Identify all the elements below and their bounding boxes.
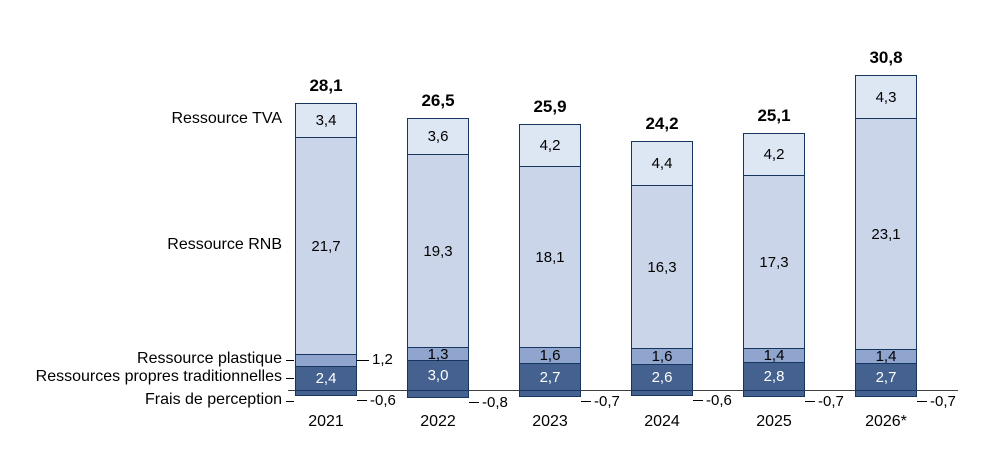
bar-segment-ressources-propres-traditionnelles: 3,0 bbox=[407, 360, 469, 390]
series-label-ressource-rnb: Ressource RNB bbox=[167, 236, 282, 253]
bar-segment-ressource-rnb: 21,7 bbox=[295, 137, 357, 354]
x-axis-label: 2024 bbox=[644, 413, 680, 430]
negative-leader-line bbox=[469, 402, 479, 403]
negative-value-label: -0,6 bbox=[706, 392, 732, 409]
bar-segment-ressource-rnb: 23,1 bbox=[855, 118, 917, 349]
bar-segment-ressource-plastique: 1,4 bbox=[743, 348, 805, 363]
negative-value-label: -0,7 bbox=[818, 393, 844, 410]
bar-total: 24,2 bbox=[645, 114, 679, 133]
bar-segment-ressource-rnb: 18,1 bbox=[519, 166, 581, 347]
negative-leader-line bbox=[357, 400, 367, 401]
bar-total: 28,1 bbox=[309, 76, 343, 95]
bar-segment-ressource-tva: 3,6 bbox=[407, 118, 469, 154]
x-axis-label: 2025 bbox=[756, 413, 792, 430]
negative-leader-line bbox=[917, 401, 927, 402]
bar-total: 30,8 bbox=[869, 48, 903, 67]
negative-value-label: -0,8 bbox=[482, 394, 508, 411]
negative-leader-line bbox=[581, 401, 591, 402]
bar-segment-ressource-plastique: 1,4 bbox=[855, 349, 917, 364]
x-axis-label: 2023 bbox=[532, 413, 568, 430]
bar-segment-ressources-propres-traditionnelles: 2,4 bbox=[295, 366, 357, 390]
segment-leader-line bbox=[357, 360, 369, 361]
series-label-ressources-propres-traditionnelles: Ressources propres traditionnelles bbox=[35, 368, 282, 385]
negative-value-label: -0,7 bbox=[594, 393, 620, 410]
bar-segment-ressource-rnb: 17,3 bbox=[743, 175, 805, 348]
series-label-frais-de-perception: Frais de perception bbox=[145, 391, 282, 408]
bar-segment-ressource-rnb: 19,3 bbox=[407, 154, 469, 347]
negative-leader-line bbox=[693, 400, 703, 401]
bar-segment-ressource-tva: 4,3 bbox=[855, 75, 917, 118]
negative-leader-line bbox=[805, 401, 815, 402]
bar-segment-frais-de-perception bbox=[631, 390, 693, 396]
x-axis-line bbox=[288, 390, 958, 391]
bar-segment-ressource-rnb: 16,3 bbox=[631, 185, 693, 348]
negative-value-label: -0,7 bbox=[930, 393, 956, 410]
series-label-ressource-tva: Ressource TVA bbox=[171, 110, 282, 127]
bar-segment-ressource-plastique: 1,6 bbox=[519, 347, 581, 363]
bar-segment-ressources-propres-traditionnelles: 2,6 bbox=[631, 364, 693, 390]
bar-segment-frais-de-perception bbox=[855, 390, 917, 397]
bar-segment-frais-de-perception bbox=[519, 390, 581, 397]
bar-total: 25,1 bbox=[757, 106, 791, 125]
bar-segment-frais-de-perception bbox=[295, 390, 357, 396]
bar-segment-frais-de-perception bbox=[407, 390, 469, 398]
bar-segment-ressource-plastique bbox=[295, 354, 357, 366]
series-leader-line bbox=[286, 360, 294, 361]
x-axis-label: 2022 bbox=[420, 413, 456, 430]
series-leader-line bbox=[286, 378, 294, 379]
bar-segment-ressource-plastique: 1,6 bbox=[631, 348, 693, 364]
bar-segment-ressource-plastique: 1,3 bbox=[407, 347, 469, 362]
bar-segment-ressource-tva: 4,4 bbox=[631, 141, 693, 185]
bar-segment-ressource-tva: 4,2 bbox=[743, 133, 805, 175]
bar-segment-ressource-tva: 4,2 bbox=[519, 124, 581, 166]
series-label-ressource-plastique: Ressource plastique bbox=[137, 350, 282, 367]
segment-value-outside: 1,2 bbox=[372, 351, 393, 368]
bar-segment-frais-de-perception bbox=[743, 390, 805, 397]
bar-total: 26,5 bbox=[421, 91, 455, 110]
bar-segment-ressource-tva: 3,4 bbox=[295, 103, 357, 137]
negative-value-label: -0,6 bbox=[370, 392, 396, 409]
bar-segment-ressources-propres-traditionnelles: 2,7 bbox=[519, 363, 581, 390]
x-axis-label: 2021 bbox=[308, 413, 344, 430]
x-axis-label: 2026* bbox=[865, 413, 907, 430]
series-leader-line bbox=[286, 401, 294, 402]
bar-segment-ressources-propres-traditionnelles: 2,7 bbox=[855, 363, 917, 390]
bar-total: 25,9 bbox=[533, 97, 567, 116]
bar-segment-ressources-propres-traditionnelles: 2,8 bbox=[743, 362, 805, 390]
